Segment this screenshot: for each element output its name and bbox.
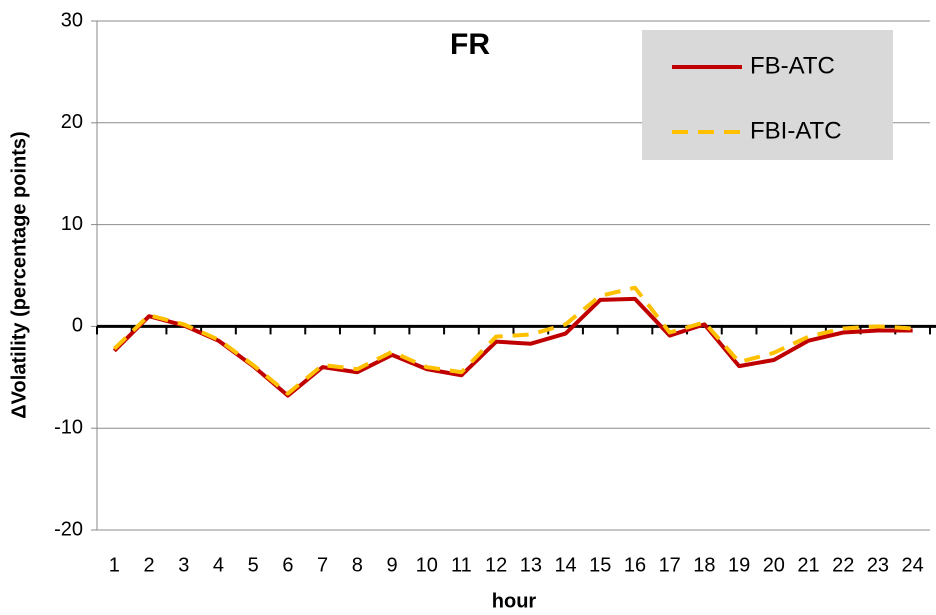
x-tick-label: 5 [248, 554, 259, 576]
y-tick-label: -10 [54, 416, 83, 438]
x-tick-label: 24 [902, 554, 924, 576]
y-tick-label: -20 [54, 518, 83, 540]
y-tick-label: 0 [72, 315, 83, 337]
x-tick-label: 22 [832, 554, 854, 576]
x-tick-label: 2 [144, 554, 155, 576]
x-axis-label: hour [492, 590, 537, 612]
x-tick-label: 14 [554, 554, 576, 576]
data-line [112, 296, 913, 398]
x-tick-label: 7 [317, 554, 328, 576]
x-tick-label: 1 [109, 554, 120, 576]
x-tick-label: 17 [659, 554, 681, 576]
x-tick-label: 8 [352, 554, 363, 576]
legend-label: FBI-ATC [750, 117, 842, 144]
x-tick-label: 10 [416, 554, 438, 576]
x-tick-label: 9 [386, 554, 397, 576]
x-tick-label: 13 [520, 554, 542, 576]
x-tick-label: 12 [485, 554, 507, 576]
x-tick-label: 11 [451, 554, 472, 576]
x-tick-label: 23 [867, 554, 889, 576]
y-tick-label: 10 [61, 213, 83, 235]
x-tick-label: 16 [624, 554, 646, 576]
data-line [112, 285, 913, 396]
legend-box [642, 30, 893, 160]
x-tick-label: 18 [693, 554, 715, 576]
chart-title: FR [450, 28, 490, 61]
x-tick-label: 19 [728, 554, 750, 576]
x-tick-label: 20 [763, 554, 785, 576]
y-tick-label: 30 [61, 9, 83, 31]
x-tick-label: 21 [797, 554, 819, 576]
legend-label: FB-ATC [750, 52, 835, 79]
x-tick-label: 15 [589, 554, 611, 576]
y-axis-label: ΔVolatility (percentage points) [8, 131, 30, 418]
y-tick-label: 20 [61, 111, 83, 133]
x-tick-label: 6 [282, 554, 293, 576]
x-tick-label: 4 [213, 554, 224, 576]
x-tick-label: 3 [178, 554, 189, 576]
